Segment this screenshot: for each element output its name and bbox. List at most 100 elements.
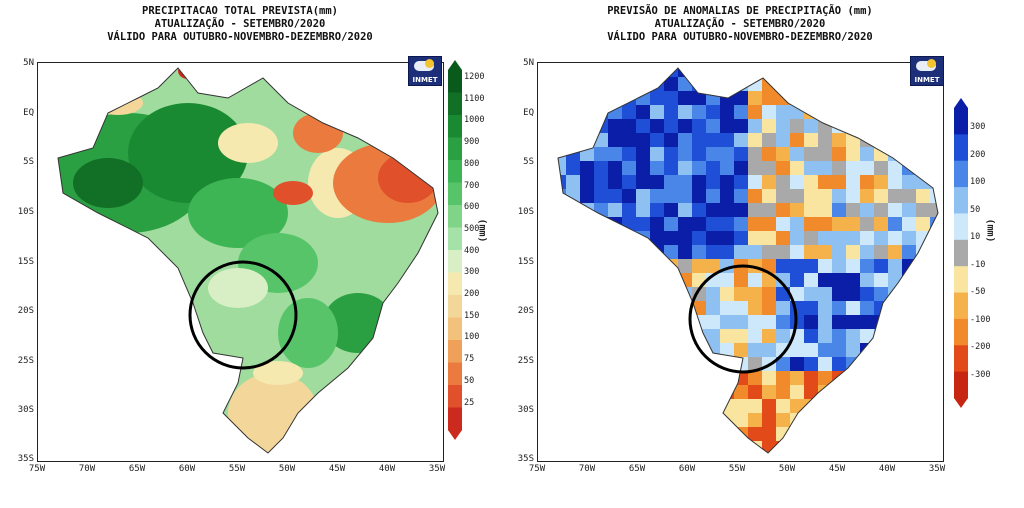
anomaly-cell — [580, 133, 594, 147]
anomaly-cell — [832, 231, 846, 245]
anomaly-cell — [594, 189, 608, 203]
anomaly-cell — [734, 399, 748, 413]
anomaly-cell — [804, 175, 818, 189]
anomaly-cell — [538, 217, 552, 231]
anomaly-cell — [538, 357, 552, 371]
anomaly-cell — [818, 399, 832, 413]
anomaly-map — [538, 67, 939, 461]
anomaly-cell — [832, 273, 846, 287]
anomaly-cell — [734, 245, 748, 259]
anomaly-cell — [888, 161, 902, 175]
anomaly-cell — [734, 287, 748, 301]
anomaly-cell — [818, 273, 832, 287]
anomaly-cell — [930, 287, 938, 301]
anomaly-cell — [734, 385, 748, 399]
colorbar-arrow-bottom — [448, 430, 462, 440]
anomaly-cell — [538, 231, 552, 245]
anomaly-cell — [678, 287, 692, 301]
anomaly-cell — [762, 329, 776, 343]
anomaly-cell — [902, 287, 916, 301]
anomaly-cell — [776, 217, 790, 231]
anomaly-cell — [538, 203, 552, 217]
anomaly-cell — [846, 161, 860, 175]
anomaly-cell — [608, 203, 622, 217]
anomaly-cell — [650, 385, 664, 399]
anomaly-cell — [558, 427, 566, 441]
anomaly-cell — [558, 105, 566, 119]
colorbar-anomaly — [954, 98, 968, 408]
anomaly-cell — [846, 343, 860, 357]
anomaly-cell — [804, 399, 818, 413]
anomaly-cell — [622, 399, 636, 413]
anomaly-cell — [706, 301, 720, 315]
lon-tick: 35W — [428, 464, 446, 474]
anomaly-cell — [692, 427, 706, 441]
anomaly-cell — [706, 68, 720, 77]
anomaly-cell — [622, 189, 636, 203]
anomaly-cell — [748, 315, 762, 329]
anomaly-cell — [874, 371, 888, 385]
colorbar-arrow-bottom — [954, 398, 968, 408]
colorbar-label: 100 — [464, 332, 480, 343]
anomaly-cell — [748, 68, 762, 77]
anomaly-cell — [720, 77, 734, 91]
anomaly-cell — [902, 105, 916, 119]
anomaly-cell — [552, 455, 566, 461]
anomaly-cell — [776, 245, 790, 259]
anomaly-cell — [594, 385, 608, 399]
anomaly-cell — [622, 455, 636, 461]
anomaly-cell — [538, 189, 552, 203]
anomaly-cell — [790, 91, 804, 105]
colorbar-segment — [954, 266, 968, 294]
anomaly-cell — [734, 343, 748, 357]
anomaly-cell — [902, 91, 916, 105]
anomaly-cell — [622, 357, 636, 371]
anomaly-cell — [930, 203, 938, 217]
anomaly-cell — [930, 385, 938, 399]
anomaly-cell — [622, 287, 636, 301]
anomaly-cell — [846, 455, 860, 461]
anomaly-cell — [664, 357, 678, 371]
anomaly-cell — [720, 189, 734, 203]
anomaly-cell — [888, 301, 902, 315]
anomaly-cell — [538, 329, 552, 343]
anomaly-cell — [804, 273, 818, 287]
anomaly-cell — [748, 399, 762, 413]
anomaly-cell — [664, 91, 678, 105]
anomaly-cell — [790, 357, 804, 371]
anomaly-cell — [818, 77, 832, 91]
anomaly-cell — [566, 133, 580, 147]
anomaly-cell — [874, 105, 888, 119]
cloud-icon — [916, 61, 936, 71]
anomaly-cell — [650, 427, 664, 441]
anomaly-cell — [818, 329, 832, 343]
anomaly-cell — [860, 357, 874, 371]
lon-tick: 55W — [228, 464, 246, 474]
anomaly-cell — [720, 413, 734, 427]
anomaly-cell — [916, 385, 930, 399]
colorbar-label: 150 — [464, 310, 480, 321]
anomaly-cell — [762, 301, 776, 315]
anomaly-cell — [902, 329, 916, 343]
anomaly-cell — [636, 147, 650, 161]
anomaly-cell — [664, 427, 678, 441]
anomaly-cell — [566, 301, 580, 315]
anomaly-cell — [678, 357, 692, 371]
anomaly-cell — [762, 245, 776, 259]
anomaly-cell — [664, 413, 678, 427]
anomaly-cell — [734, 175, 748, 189]
anomaly-cell — [706, 77, 720, 91]
anomaly-cell — [566, 259, 580, 273]
anomaly-cell — [916, 273, 930, 287]
anomaly-cell — [818, 105, 832, 119]
anomaly-cell — [734, 413, 748, 427]
anomaly-cell — [804, 357, 818, 371]
map-title: PREVISÃO DE ANOMALIAS DE PRECIPITAÇÃO (m… — [540, 5, 940, 44]
anomaly-cell — [748, 357, 762, 371]
anomaly-cell — [790, 245, 804, 259]
anomaly-cell — [874, 427, 888, 441]
anomaly-cell — [902, 245, 916, 259]
anomaly-cell — [874, 273, 888, 287]
anomaly-cell — [692, 189, 706, 203]
anomaly-cell — [538, 175, 552, 189]
